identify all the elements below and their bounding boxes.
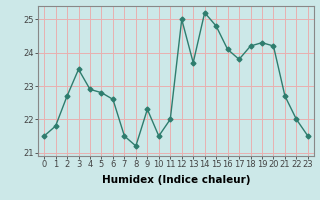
X-axis label: Humidex (Indice chaleur): Humidex (Indice chaleur) <box>102 175 250 185</box>
